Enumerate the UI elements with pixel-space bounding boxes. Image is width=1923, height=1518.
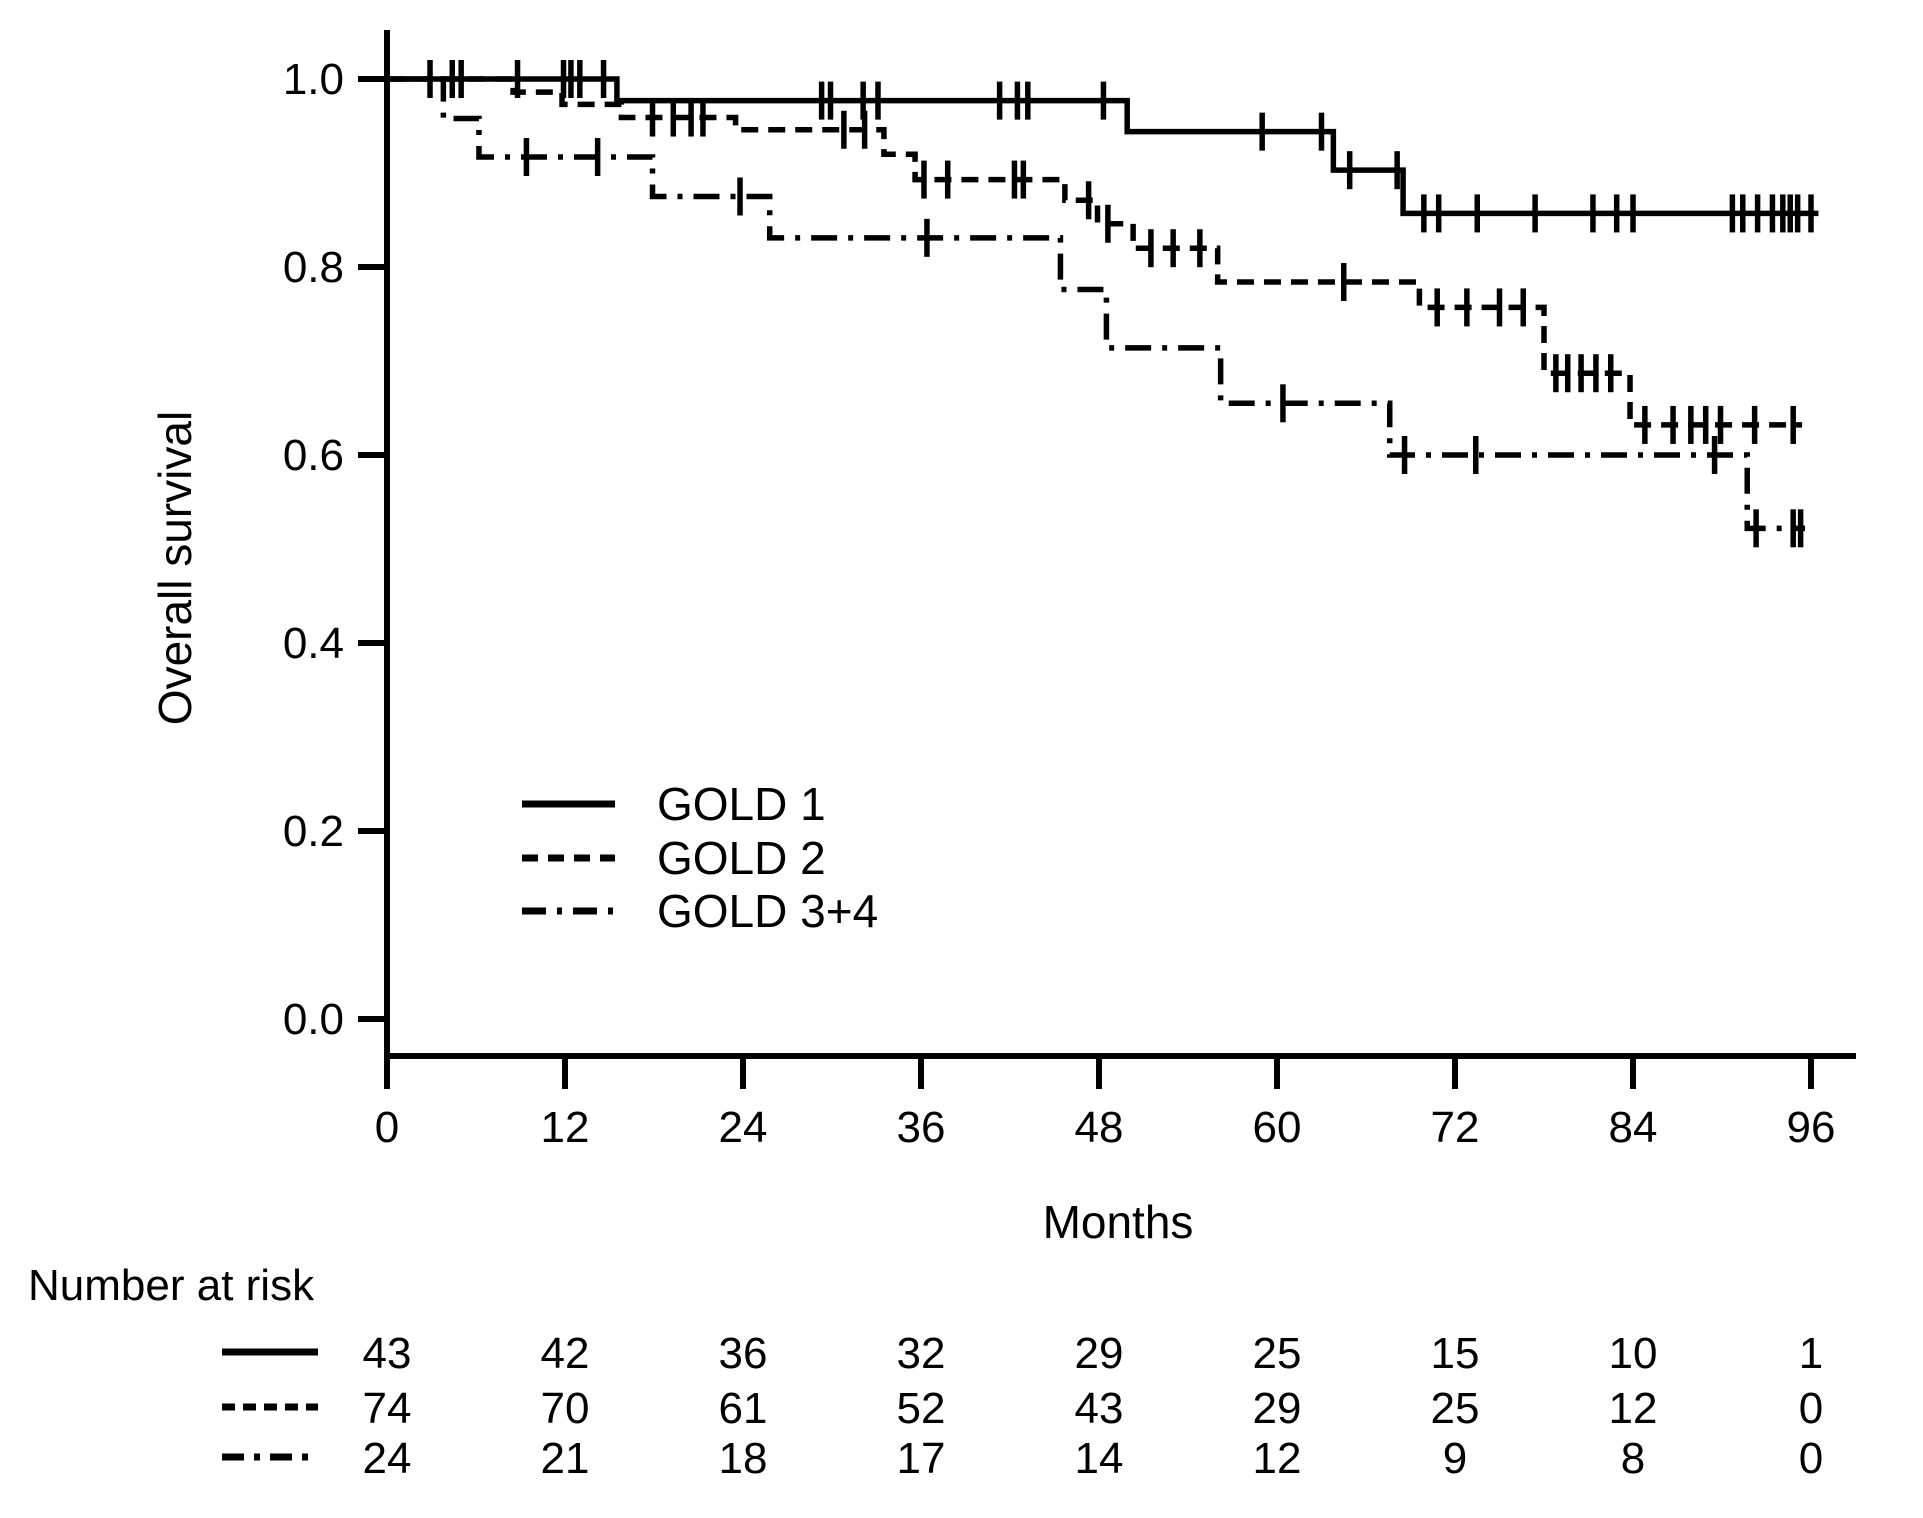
survival-curve-gold-3-4 [387,76,1806,532]
x-tick-label: 12 [541,1103,590,1152]
survival-curve-gold-1 [387,76,1819,217]
x-tick-label: 72 [1431,1103,1480,1152]
x-tick-label: 96 [1787,1103,1836,1152]
y-tick-label: 0.2 [283,807,344,856]
risk-value-gold-2-m48: 43 [1075,1384,1124,1433]
y-tick-label: 0.6 [283,431,344,480]
risk-value-gold-1-m24: 36 [719,1329,768,1378]
x-tick-label: 60 [1253,1103,1302,1152]
y-tick-label: 1.0 [283,55,344,104]
risk-value-gold-1-m72: 15 [1431,1329,1480,1378]
risk-value-gold-2-m24: 61 [719,1384,768,1433]
risk-value-gold-1-m96: 1 [1799,1329,1823,1378]
risk-value-gold-3-4-m24: 18 [719,1434,768,1483]
y-tick-label: 0.8 [283,243,344,292]
risk-value-gold-2-m84: 12 [1609,1384,1658,1433]
risk-value-gold-1-m48: 29 [1075,1329,1124,1378]
risk-value-gold-2-m72: 25 [1431,1384,1480,1433]
risk-value-gold-2-m60: 29 [1253,1384,1302,1433]
risk-value-gold-2-m0: 74 [363,1384,412,1433]
risk-value-gold-3-4-m36: 17 [897,1434,946,1483]
risk-value-gold-2-m96: 0 [1799,1384,1823,1433]
y-axis-title: Overall survival [149,410,201,726]
risk-value-gold-3-4-m0: 24 [363,1434,412,1483]
x-tick-label: 24 [719,1103,768,1152]
risk-value-gold-3-4-m72: 9 [1443,1434,1467,1483]
risk-value-gold-1-m36: 32 [897,1329,946,1378]
risk-value-gold-1-m84: 10 [1609,1329,1658,1378]
x-tick-label: 48 [1075,1103,1124,1152]
x-tick-label: 84 [1609,1103,1658,1152]
x-tick-label: 0 [375,1103,399,1152]
risk-table-title: Number at risk [28,1261,315,1310]
x-axis-title: Months [1042,1196,1194,1248]
risk-value-gold-1-m0: 43 [363,1329,412,1378]
y-tick-label: 0.4 [283,619,344,668]
risk-value-gold-1-m12: 42 [541,1329,590,1378]
y-tick-label: 0.0 [283,995,344,1044]
risk-value-gold-3-4-m96: 0 [1799,1434,1823,1483]
survival-curve-gold-2 [387,76,1803,428]
x-tick-label: 36 [897,1103,946,1152]
risk-value-gold-3-4-m48: 14 [1075,1434,1124,1483]
risk-value-gold-3-4-m60: 12 [1253,1434,1302,1483]
risk-value-gold-2-m36: 52 [897,1384,946,1433]
risk-value-gold-2-m12: 70 [541,1384,590,1433]
risk-value-gold-1-m60: 25 [1253,1329,1302,1378]
risk-value-gold-3-4-m84: 8 [1621,1434,1645,1483]
risk-value-gold-3-4-m12: 21 [541,1434,590,1483]
